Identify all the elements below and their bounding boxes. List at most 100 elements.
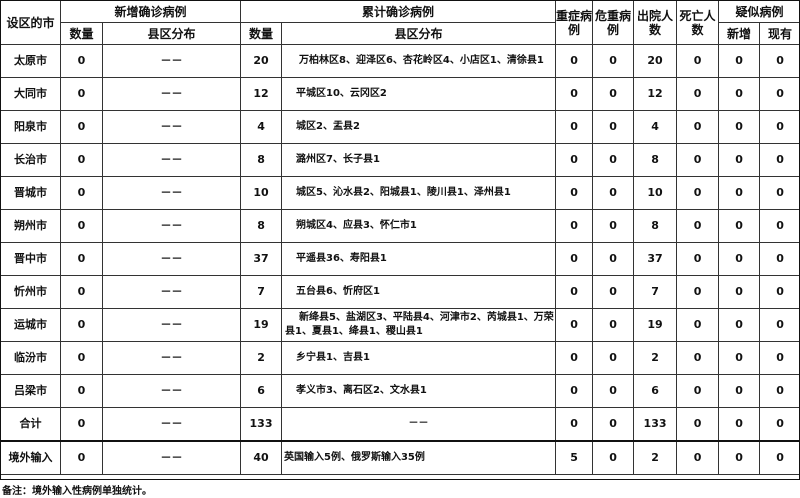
district-cell: 万柏林区8、迎泽区6、杏花岭区4、小店区1、清徐县1 (281, 44, 557, 78)
deaths-cell: 0 (676, 407, 720, 442)
header-deaths: 死亡人数 (676, 0, 720, 45)
total-count-cell: 6 (240, 374, 283, 408)
district-cell: 城区5、沁水县2、阳城县1、陵川县1、泽州县1 (281, 176, 557, 210)
district-cell: －－ (281, 407, 557, 442)
critical-cell: 0 (592, 440, 635, 475)
discharged-cell: 10 (633, 176, 678, 210)
table-row: 晋中市 0 －－ 37 平遥县36、寿阳县1 0 0 37 0 0 0 (0, 242, 800, 276)
suspected-current-cell: 0 (759, 308, 800, 342)
suspected-current-cell: 0 (759, 440, 800, 475)
new-district-cell: －－ (101, 407, 242, 442)
suspected-new-cell: 0 (718, 341, 761, 375)
city-cell: 临汾市 (0, 341, 61, 375)
header-total-district: 县区分布 (281, 22, 557, 45)
suspected-new-cell: 0 (718, 242, 761, 276)
deaths-cell: 0 (676, 110, 720, 144)
discharged-cell: 7 (633, 275, 678, 309)
suspected-new-cell: 0 (718, 440, 761, 475)
header-suspected-new: 新增 (718, 22, 761, 45)
discharged-cell: 2 (633, 440, 678, 475)
suspected-new-cell: 0 (718, 407, 761, 442)
suspected-current-cell: 0 (759, 242, 800, 276)
severe-cell: 0 (555, 176, 594, 210)
new-district-cell: －－ (101, 209, 242, 243)
suspected-current-cell: 0 (759, 77, 800, 111)
table-row: 临汾市 0 －－ 2 乡宁县1、吉县1 0 0 2 0 0 0 (0, 341, 800, 375)
critical-cell: 0 (592, 209, 635, 243)
suspected-new-cell: 0 (718, 77, 761, 111)
suspected-current-cell: 0 (759, 143, 800, 177)
new-count-cell: 0 (60, 110, 103, 144)
district-cell: 乡宁县1、吉县1 (281, 341, 557, 375)
district-cell: 平遥县36、寿阳县1 (281, 242, 557, 276)
deaths-cell: 0 (676, 77, 720, 111)
suspected-current-cell: 0 (759, 209, 800, 243)
city-cell: 朔州市 (0, 209, 61, 243)
deaths-cell: 0 (676, 176, 720, 210)
critical-cell: 0 (592, 77, 635, 111)
total-count-cell: 7 (240, 275, 283, 309)
city-cell: 吕梁市 (0, 374, 61, 408)
city-cell: 运城市 (0, 308, 61, 342)
deaths-cell: 0 (676, 44, 720, 78)
critical-cell: 0 (592, 143, 635, 177)
table-row: 晋城市 0 －－ 10 城区5、沁水县2、阳城县1、陵川县1、泽州县1 0 0 10 0 0 0 (0, 176, 800, 210)
table-row: 吕梁市 0 －－ 6 孝义市3、离石区2、文水县1 0 0 6 0 0 0 (0, 374, 800, 408)
table-row: 太原市 0 －－ 20 万柏林区8、迎泽区6、杏花岭区4、小店区1、清徐县1 0 0 20 0 0… (0, 44, 800, 78)
severe-cell: 0 (555, 275, 594, 309)
severe-cell: 0 (555, 407, 594, 442)
severe-cell: 0 (555, 143, 594, 177)
header-discharged: 出院人数 (633, 0, 678, 45)
new-district-cell: －－ (101, 308, 242, 342)
header-suspected-current: 现有 (759, 22, 800, 45)
header-total-count: 数量 (240, 22, 283, 45)
district-cell: 潞州区7、长子县1 (281, 143, 557, 177)
critical-cell: 0 (592, 176, 635, 210)
discharged-cell: 12 (633, 77, 678, 111)
header-city: 设区的市 (0, 0, 61, 45)
new-count-cell: 0 (60, 242, 103, 276)
header-suspected: 疑似病例 (718, 0, 800, 23)
district-cell: 新绛县5、盐湖区3、平陆县4、河津市2、芮城县1、万荣县1、夏县1、绛县1、稷山… (281, 308, 557, 342)
table-row: 合计 0 －－ 133 －－ 0 0 133 0 0 0 (0, 407, 800, 442)
covid-cases-table: 设区的市 新增确诊病例 累计确诊病例 重症病例 危重病例 出院人数 死亡人数 疑… (0, 0, 800, 475)
severe-cell: 0 (555, 77, 594, 111)
critical-cell: 0 (592, 308, 635, 342)
new-district-cell: －－ (101, 110, 242, 144)
total-count-cell: 133 (240, 407, 283, 442)
header-cumulative: 累计确诊病例 (240, 0, 557, 23)
new-count-cell: 0 (60, 440, 103, 475)
suspected-new-cell: 0 (718, 110, 761, 144)
footnote: 备注：境外输入性病例单独统计。 (2, 486, 152, 497)
city-cell: 境外输入 (0, 440, 61, 475)
discharged-cell: 37 (633, 242, 678, 276)
new-district-cell: －－ (101, 341, 242, 375)
total-count-cell: 19 (240, 308, 283, 342)
severe-cell: 5 (555, 440, 594, 475)
deaths-cell: 0 (676, 143, 720, 177)
table-row: 长治市 0 －－ 8 潞州区7、长子县1 0 0 8 0 0 0 (0, 143, 800, 177)
suspected-current-cell: 0 (759, 374, 800, 408)
new-count-cell: 0 (60, 44, 103, 78)
total-count-cell: 37 (240, 242, 283, 276)
suspected-new-cell: 0 (718, 275, 761, 309)
table-row: 忻州市 0 －－ 7 五台县6、忻府区1 0 0 7 0 0 0 (0, 275, 800, 309)
suspected-current-cell: 0 (759, 275, 800, 309)
discharged-cell: 19 (633, 308, 678, 342)
total-count-cell: 40 (240, 440, 283, 475)
header-new-district: 县区分布 (101, 22, 242, 45)
discharged-cell: 8 (633, 143, 678, 177)
discharged-cell: 20 (633, 44, 678, 78)
new-district-cell: －－ (101, 275, 242, 309)
deaths-cell: 0 (676, 275, 720, 309)
new-count-cell: 0 (60, 77, 103, 111)
new-district-cell: －－ (101, 242, 242, 276)
district-cell: 平城区10、云冈区2 (281, 77, 557, 111)
new-district-cell: －－ (101, 143, 242, 177)
deaths-cell: 0 (676, 440, 720, 475)
discharged-cell: 133 (633, 407, 678, 442)
new-count-cell: 0 (60, 308, 103, 342)
discharged-cell: 6 (633, 374, 678, 408)
new-count-cell: 0 (60, 407, 103, 442)
deaths-cell: 0 (676, 374, 720, 408)
